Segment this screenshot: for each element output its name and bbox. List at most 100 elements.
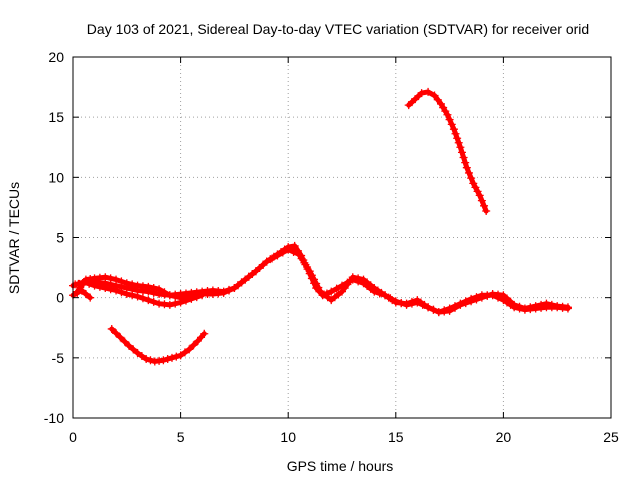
data-point [451,129,460,138]
data-point [469,179,478,188]
data-point [457,148,466,157]
chart-title: Day 103 of 2021, Sidereal Day-to-day VTE… [87,21,589,37]
data-point [515,302,524,311]
series-track-b [73,241,572,317]
data-point [547,300,556,309]
data-point [433,95,442,104]
data-point [310,275,319,284]
data-point [461,299,470,308]
x-tick-label: 0 [69,429,77,445]
data-point [473,187,482,196]
data-point [200,329,209,338]
data-point [402,300,411,309]
data-point [475,191,484,200]
data-point [510,300,519,309]
data-point [418,300,427,309]
data-point [107,324,116,333]
data-point [449,125,458,134]
y-tick-label: 0 [56,290,64,306]
data-point [138,294,147,303]
x-tick-label: 15 [388,429,404,445]
x-tick-label: 20 [496,429,512,445]
data-point [332,284,341,293]
data-point [424,303,433,312]
y-tick-label: 15 [48,109,64,125]
data-point [142,355,151,364]
data-point [120,337,129,346]
data-point [144,296,153,305]
data-point [480,201,489,210]
data-point [312,279,321,288]
y-axis-ticks: -10 -5 0 5 10 15 20 [44,49,611,426]
y-tick-label: -10 [44,410,64,426]
data-point [297,254,306,263]
data-point [163,355,172,364]
data-point [268,254,277,263]
data-markers [69,87,572,366]
data-point [133,349,142,358]
data-point [456,143,465,152]
data-point [124,341,133,350]
x-axis-label: GPS time / hours [287,458,394,474]
data-point [167,353,176,362]
data-point [417,89,426,98]
data-point [225,285,234,294]
data-point [354,274,363,283]
series-track-e [404,87,491,216]
data-point [462,163,471,172]
data-point [445,306,454,315]
y-tick-label: 5 [56,230,64,246]
data-point [520,304,529,313]
data-point [447,120,456,129]
data-point [443,110,452,119]
data-point [563,303,572,312]
data-point [467,174,476,183]
data-point [77,286,86,295]
data-point [537,300,546,309]
data-point [467,297,476,306]
data-point [262,257,271,266]
data-point [81,290,90,299]
data-point [189,341,198,350]
data-point [101,279,110,288]
data-point [290,241,299,250]
data-point [185,345,194,354]
data-point [305,267,314,276]
data-point [430,91,439,100]
data-point [407,299,416,308]
data-point [128,285,137,294]
data-point [278,248,287,257]
x-tick-label: 5 [177,429,185,445]
data-point [459,153,468,162]
data-point [165,300,174,309]
data-point [526,303,535,312]
data-point [180,348,189,357]
x-tick-label: 10 [280,429,296,445]
series-track-c [71,245,572,317]
data-point [86,293,95,302]
data-point [106,280,115,289]
data-point [471,183,480,192]
data-point [146,356,155,365]
data-point [348,273,357,282]
x-axis-ticks: 0 5 10 15 20 25 [69,57,619,445]
data-point [172,352,181,361]
data-point [116,333,125,342]
data-point [273,251,282,260]
series-track-d [107,324,209,366]
data-point [73,288,82,297]
series-trace [406,89,489,214]
data-point [327,287,336,296]
data-point [314,283,323,292]
data-point [171,299,180,308]
data-point [122,284,131,293]
data-point [424,87,433,96]
data-point [149,288,158,297]
data-point [397,299,406,308]
data-point [477,293,486,302]
y-tick-label: -5 [52,350,65,366]
y-tick-label: 10 [48,169,64,185]
data-point [137,352,146,361]
data-point [117,282,126,291]
